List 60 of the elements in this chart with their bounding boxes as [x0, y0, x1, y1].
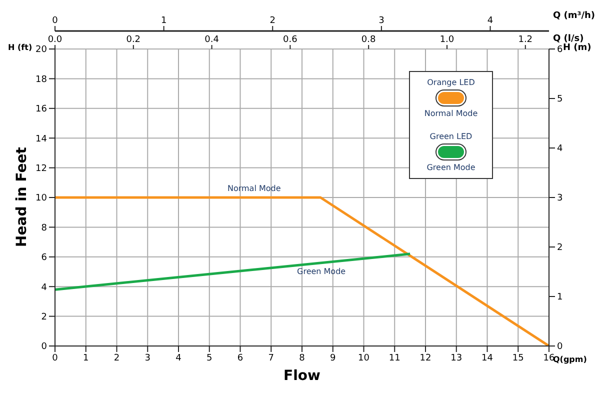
- text: Green Mode: [297, 266, 346, 276]
- text: 1.0: [440, 35, 454, 45]
- text: 0.0: [48, 35, 62, 45]
- x-tick-label: 11: [388, 353, 400, 364]
- text: 0.6: [283, 35, 298, 45]
- y-tick-label: 0: [41, 342, 48, 352]
- x-tick-label: 13: [450, 353, 462, 364]
- x-tick-label: 3: [144, 353, 150, 364]
- x-tick-label: 2: [114, 353, 120, 364]
- x-tick-label: 12: [420, 353, 432, 364]
- text: 0.4: [204, 35, 220, 45]
- y-tick-label: 10: [36, 194, 48, 204]
- x-tick-label: 1: [83, 353, 89, 364]
- x-tick-label: 7: [268, 353, 274, 364]
- y2-tick-label: 6: [557, 45, 563, 56]
- x-tick-label: 9: [330, 353, 336, 364]
- legend-label: Normal Mode: [423, 109, 479, 118]
- x-tick-label: 6: [237, 353, 244, 364]
- y-tick-label: 16: [36, 104, 48, 115]
- annotation: Green LED: [428, 132, 474, 141]
- y-tick-label: 6: [41, 253, 48, 264]
- y2-axis-title: H (m): [563, 43, 592, 53]
- y-tick-label: 18: [36, 74, 48, 85]
- y-tick-label: 2: [41, 312, 47, 322]
- x-tick-label: 8: [299, 353, 306, 364]
- x-tick-label: 5: [206, 353, 212, 364]
- x2-tick-label: 1: [160, 16, 167, 26]
- text: 0.2: [126, 35, 141, 45]
- x-tick-label: 16: [543, 353, 555, 364]
- text: 0.8: [361, 35, 376, 45]
- x-axis-title: Flow: [282, 368, 322, 384]
- text: 1.2: [518, 35, 533, 45]
- y2-tick-label: 1: [557, 292, 563, 303]
- x-tick-label: 15: [512, 353, 524, 364]
- y-tick-label: 20: [36, 45, 48, 56]
- x2-tick-label: 2: [270, 16, 276, 26]
- x2-tick-label: 0: [52, 16, 58, 26]
- x-tick-label: 10: [358, 353, 370, 364]
- legend-label: Green Mode: [426, 163, 476, 172]
- x-tick-label: 4: [176, 353, 182, 364]
- annotation: Orange LED: [426, 78, 476, 87]
- y2-tick-label: 3: [557, 194, 563, 204]
- text: Q (l/s): [553, 34, 584, 44]
- text: H (ft): [8, 43, 32, 52]
- y2-tick-label: 2: [557, 243, 563, 254]
- x2-axis-title: Q (m³/h): [553, 11, 596, 21]
- x2-tick-label: 4: [487, 16, 494, 26]
- y-tick-label: 8: [41, 223, 48, 234]
- text: Normal Mode: [227, 184, 281, 192]
- x2-tick-label: 3: [378, 16, 384, 26]
- y-axis-title: Head in Feet: [14, 146, 30, 248]
- y-tick-label: 4: [41, 282, 48, 293]
- y2-tick-label: 5: [557, 94, 563, 105]
- y-tick-label: 12: [36, 164, 47, 174]
- x-tick-label: 0: [52, 353, 58, 364]
- y2-tick-label: 0: [557, 342, 563, 352]
- x-tick-label: 14: [482, 353, 494, 364]
- y2-tick-label: 4: [557, 144, 563, 154]
- text: Q(gpm): [553, 355, 587, 364]
- y-tick-label: 14: [36, 134, 48, 144]
